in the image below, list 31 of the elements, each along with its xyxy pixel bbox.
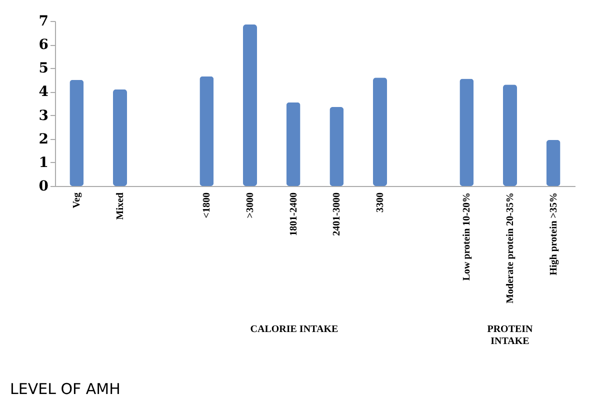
x-tick-label: Mixed xyxy=(115,192,126,220)
text: CALORIE INTAKE xyxy=(250,324,338,335)
bar xyxy=(113,89,127,186)
y-tick-label: 0 xyxy=(38,178,49,194)
x-tick-label: Veg xyxy=(72,192,83,208)
bar xyxy=(503,84,517,186)
x-tick-label: 3300 xyxy=(375,192,386,212)
text: LEVEL OF AMH xyxy=(10,380,120,398)
y-tick-label: 1 xyxy=(38,154,48,171)
x-tick-label: Low protein 10-20% xyxy=(462,192,473,281)
text: PROTEIN INTAKE xyxy=(487,324,534,347)
bar xyxy=(286,102,300,186)
y-tick-label: 7 xyxy=(38,14,48,30)
x-tick-label: 2401-3000 xyxy=(332,192,343,236)
bar xyxy=(243,24,257,186)
x-tick-label: Moderate protein 20-35% xyxy=(505,192,516,304)
x-tick-label: >3000 xyxy=(245,192,256,218)
bar xyxy=(373,78,387,186)
y-tick-label: 3 xyxy=(38,108,48,124)
x-tick-label: 1801-2400 xyxy=(288,192,300,236)
bar xyxy=(460,78,474,186)
x-tick-label: <1800 xyxy=(202,192,213,218)
bar xyxy=(546,140,560,186)
y-tick-label: 6 xyxy=(38,37,48,54)
bar xyxy=(200,76,214,186)
y-tick-label: 4 xyxy=(38,84,49,100)
bar xyxy=(330,107,344,186)
y-tick-label: 2 xyxy=(38,131,48,148)
y-tick-label: 5 xyxy=(38,60,48,77)
bar xyxy=(70,80,84,186)
x-tick-label: High protein >35% xyxy=(548,192,560,276)
